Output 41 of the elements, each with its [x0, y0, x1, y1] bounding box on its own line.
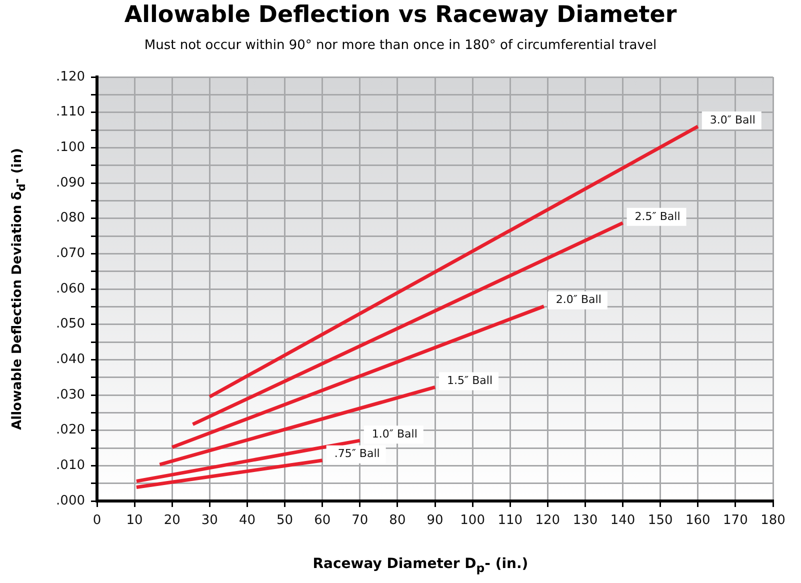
x-tick-label: 40: [238, 513, 256, 528]
x-tick-label: 160: [685, 513, 710, 528]
y-tick-label: .120: [56, 69, 85, 84]
x-tick-label: 110: [498, 513, 523, 528]
x-tick-label: 20: [164, 513, 180, 528]
series-label: 3.0″ Ball: [710, 113, 756, 126]
x-tick-label: 70: [352, 513, 368, 528]
y-tick-label: .050: [56, 316, 85, 332]
series-label: 2.0″ Ball: [556, 293, 602, 306]
chart-subtitle: Must not occur within 90° nor more than once in 180° of circumferential travel: [143, 38, 658, 53]
series-label: 1.0″ Ball: [372, 427, 418, 440]
series-label: 2.5″ Ball: [634, 210, 680, 223]
x-tick-label: 120: [535, 513, 560, 528]
x-tick-label: 50: [276, 513, 294, 528]
x-tick-label: 140: [610, 513, 636, 528]
y-tick-label: .010: [56, 458, 85, 474]
y-tick-label: .020: [56, 422, 85, 438]
x-tick-label: 130: [572, 513, 598, 528]
series-label: .75″ Ball: [334, 447, 380, 460]
y-tick-label: .040: [56, 352, 85, 368]
chart-title: Allowable Deflection vs Raceway Diameter: [123, 2, 678, 28]
x-tick-label: 90: [426, 513, 444, 528]
x-tick-label: 170: [723, 513, 748, 528]
x-tick-label: 0: [92, 513, 102, 528]
x-tick-label: 150: [648, 513, 673, 528]
y-tick-label: .100: [56, 140, 85, 156]
y-tick-label: .110: [56, 104, 85, 120]
y-tick-label: .000: [56, 493, 85, 508]
x-tick-label: 30: [201, 513, 218, 528]
y-tick-label: .060: [56, 281, 85, 296]
x-tick-label: 80: [389, 513, 406, 528]
y-tick-label: .080: [56, 210, 85, 226]
x-tick-label: 60: [314, 513, 331, 528]
y-tick-label: .030: [56, 387, 85, 402]
x-tick-label: 100: [460, 513, 485, 528]
x-axis-title: Raceway Diameter D$_{p}$- (in.): [312, 556, 530, 575]
y-tick-label: .090: [56, 175, 85, 190]
x-tick-label: 10: [126, 513, 143, 528]
y-tick-label: .070: [56, 246, 85, 262]
x-tick-label: 180: [760, 513, 786, 528]
series-label: 1.5″ Ball: [447, 374, 492, 388]
